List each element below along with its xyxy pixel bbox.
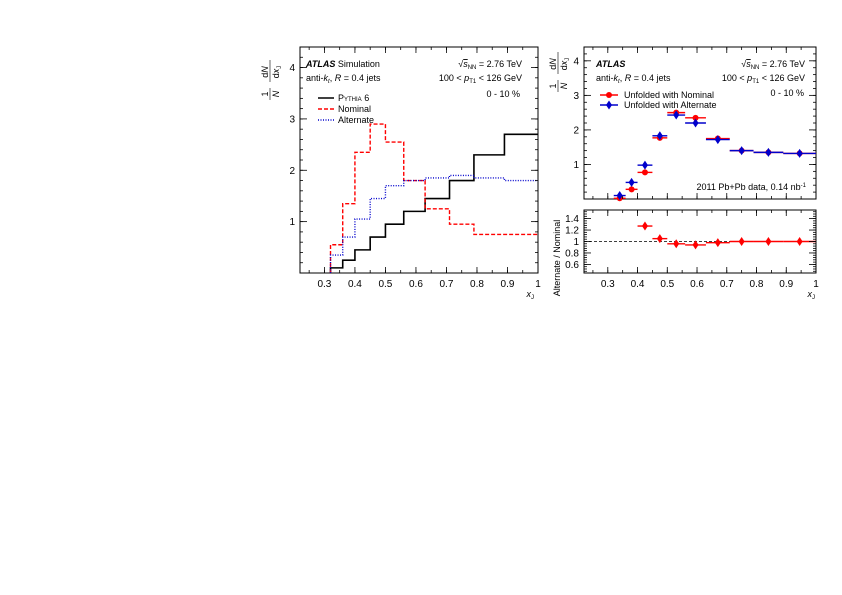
left-x-tick-label: 0.5 [378, 279, 392, 290]
right-energy-label: √sNN = 2.76 TeV [741, 59, 805, 71]
rb-point-diamond [692, 240, 699, 250]
svg-text:dN: dN [548, 58, 558, 70]
rb-y-tick-label: 0.6 [565, 260, 579, 271]
rb-x-tick-label: 0.5 [660, 279, 674, 290]
svg-text:N: N [271, 90, 281, 97]
svg-text:1: 1 [548, 83, 558, 88]
rt-y-tick-label: 3 [573, 91, 579, 102]
ratio-ylabel: Alternate / Nominal [552, 220, 562, 297]
right-top-ylabel: 1 N dN dxJ [548, 52, 571, 92]
rt-point-diamond [765, 147, 772, 157]
right-top-panel: 1 2 3 4 1 N dN dxJ ATLAS anti-kt, R = 0.4 j… [548, 46, 817, 202]
rt-y-tick-label: 4 [573, 56, 579, 67]
left-panel: 0.3 0.4 0.5 0.6 0.7 0.8 0.9 1 1 2 3 4 1 N dN dxJ x… [260, 46, 541, 301]
right-dataset-label: 2011 Pb+Pb data, 0.14 nb-1 [696, 182, 806, 192]
svg-text:dxJ: dxJ [271, 66, 283, 79]
rb-x-tick-label: 0.3 [601, 279, 615, 290]
rt-y-tick-label: 2 [573, 125, 579, 136]
right-bottom-y-axis: 0.60.811.21.4 [565, 211, 816, 272]
rb-point-diamond [714, 238, 721, 248]
rt-point-circle [692, 114, 699, 121]
svg-text:N: N [559, 82, 569, 89]
rb-point-diamond [656, 234, 663, 244]
left-y-tick-label: 4 [289, 63, 295, 74]
right-top-y-axis: 1 2 3 4 [573, 46, 816, 200]
right-bottom-x-axis: 0.3 0.4 0.5 0.6 0.7 0.8 0.9 1 [592, 210, 819, 290]
legend-alternate-label: Alternate [338, 115, 374, 125]
rt-point-diamond [692, 118, 699, 128]
rb-x-tick-label: 0.4 [631, 279, 645, 290]
rb-point-diamond [673, 239, 680, 249]
hist-alternate [329, 174, 538, 273]
rb-point-diamond [641, 221, 648, 231]
rt-point-diamond [714, 135, 721, 145]
left-ylabel: 1 N dN dxJ [260, 60, 283, 100]
right-top-x-ticks [592, 47, 817, 199]
left-legend: PYTHIA 6 Nominal Alternate [318, 93, 374, 125]
legend-alternate-marker [606, 100, 612, 110]
rb-x-tick-label: 0.7 [720, 279, 734, 290]
ratio-points [637, 221, 816, 250]
rt-point-diamond [641, 160, 648, 170]
rt-point-diamond [673, 110, 680, 120]
left-x-axis: 0.3 0.4 0.5 0.6 0.7 0.8 0.9 1 [308, 47, 541, 290]
left-x-tick-label: 0.8 [470, 279, 484, 290]
rb-x-tick-label: 0.6 [690, 279, 704, 290]
right-xlabel: xJ [807, 289, 816, 301]
left-x-tick-label: 0.3 [317, 279, 331, 290]
svg-text:dxJ: dxJ [559, 58, 571, 71]
left-atlas-label: ATLAS Simulation [305, 59, 380, 69]
left-x-tick-label: 1 [535, 279, 541, 290]
left-y-tick-label: 1 [289, 217, 295, 228]
left-jets-label: anti-kt, R = 0.4 jets [306, 73, 381, 85]
right-atlas-label: ATLAS [595, 59, 625, 69]
right-jets-label: anti-kt, R = 0.4 jets [596, 73, 671, 85]
legend-unfolded-nominal: Unfolded with Nominal [624, 90, 714, 100]
rb-y-tick-label: 1.2 [565, 226, 579, 237]
rb-x-tick-label: 0.9 [779, 279, 793, 290]
left-y-axis: 1 2 3 4 [289, 46, 538, 274]
rb-point-diamond [765, 237, 772, 246]
rt-point-diamond [628, 177, 635, 187]
left-x-tick-label: 0.6 [409, 279, 423, 290]
left-y-tick-label: 3 [289, 114, 295, 125]
svg-text:1: 1 [260, 91, 270, 96]
rb-point-diamond [796, 237, 803, 246]
left-energy-label: √sNN = 2.76 TeV [458, 59, 522, 71]
rb-y-tick-label: 0.8 [565, 248, 579, 259]
right-centrality-label: 0 - 10 % [770, 88, 804, 98]
left-pt-label: 100 < pT1 < 126 GeV [439, 73, 522, 85]
hist-pythia-6 [329, 133, 538, 273]
svg-text:dN: dN [260, 66, 270, 78]
rt-point-diamond [616, 191, 623, 201]
rt-point-circle [641, 169, 648, 176]
legend-unfolded-alternate: Unfolded with Alternate [624, 100, 717, 110]
rb-y-tick-label: 1.4 [565, 214, 579, 225]
rb-x-tick-label: 0.8 [750, 279, 764, 290]
left-histograms [329, 123, 538, 273]
rb-point-diamond [738, 237, 745, 246]
left-x-tick-label: 0.4 [348, 279, 362, 290]
legend-pythia-label: PYTHIA 6 [338, 93, 369, 103]
right-top-points [613, 109, 816, 202]
rt-point-diamond [656, 131, 663, 141]
rt-point-diamond [796, 148, 803, 158]
rb-x-tick-label: 1 [813, 279, 819, 290]
rt-point-circle [628, 186, 635, 193]
right-legend: Unfolded with Nominal Unfolded with Alte… [600, 90, 717, 110]
hist-nominal [329, 123, 538, 273]
legend-nominal-label: Nominal [338, 104, 371, 114]
left-centrality-label: 0 - 10 % [486, 89, 520, 99]
rt-point-diamond [738, 146, 745, 156]
rb-y-tick-label: 1 [573, 237, 579, 248]
left-x-tick-label: 0.9 [501, 279, 515, 290]
left-x-tick-label: 0.7 [440, 279, 454, 290]
right-bottom-panel: 0.3 0.4 0.5 0.6 0.7 0.8 0.9 1 0.60.811.21.4 Alt… [552, 209, 819, 301]
left-y-tick-label: 2 [289, 166, 295, 177]
legend-nominal-marker [606, 92, 612, 98]
rt-y-tick-label: 1 [573, 160, 579, 171]
right-pt-label: 100 < pT1 < 126 GeV [722, 73, 805, 85]
left-xlabel: xJ [526, 289, 535, 301]
